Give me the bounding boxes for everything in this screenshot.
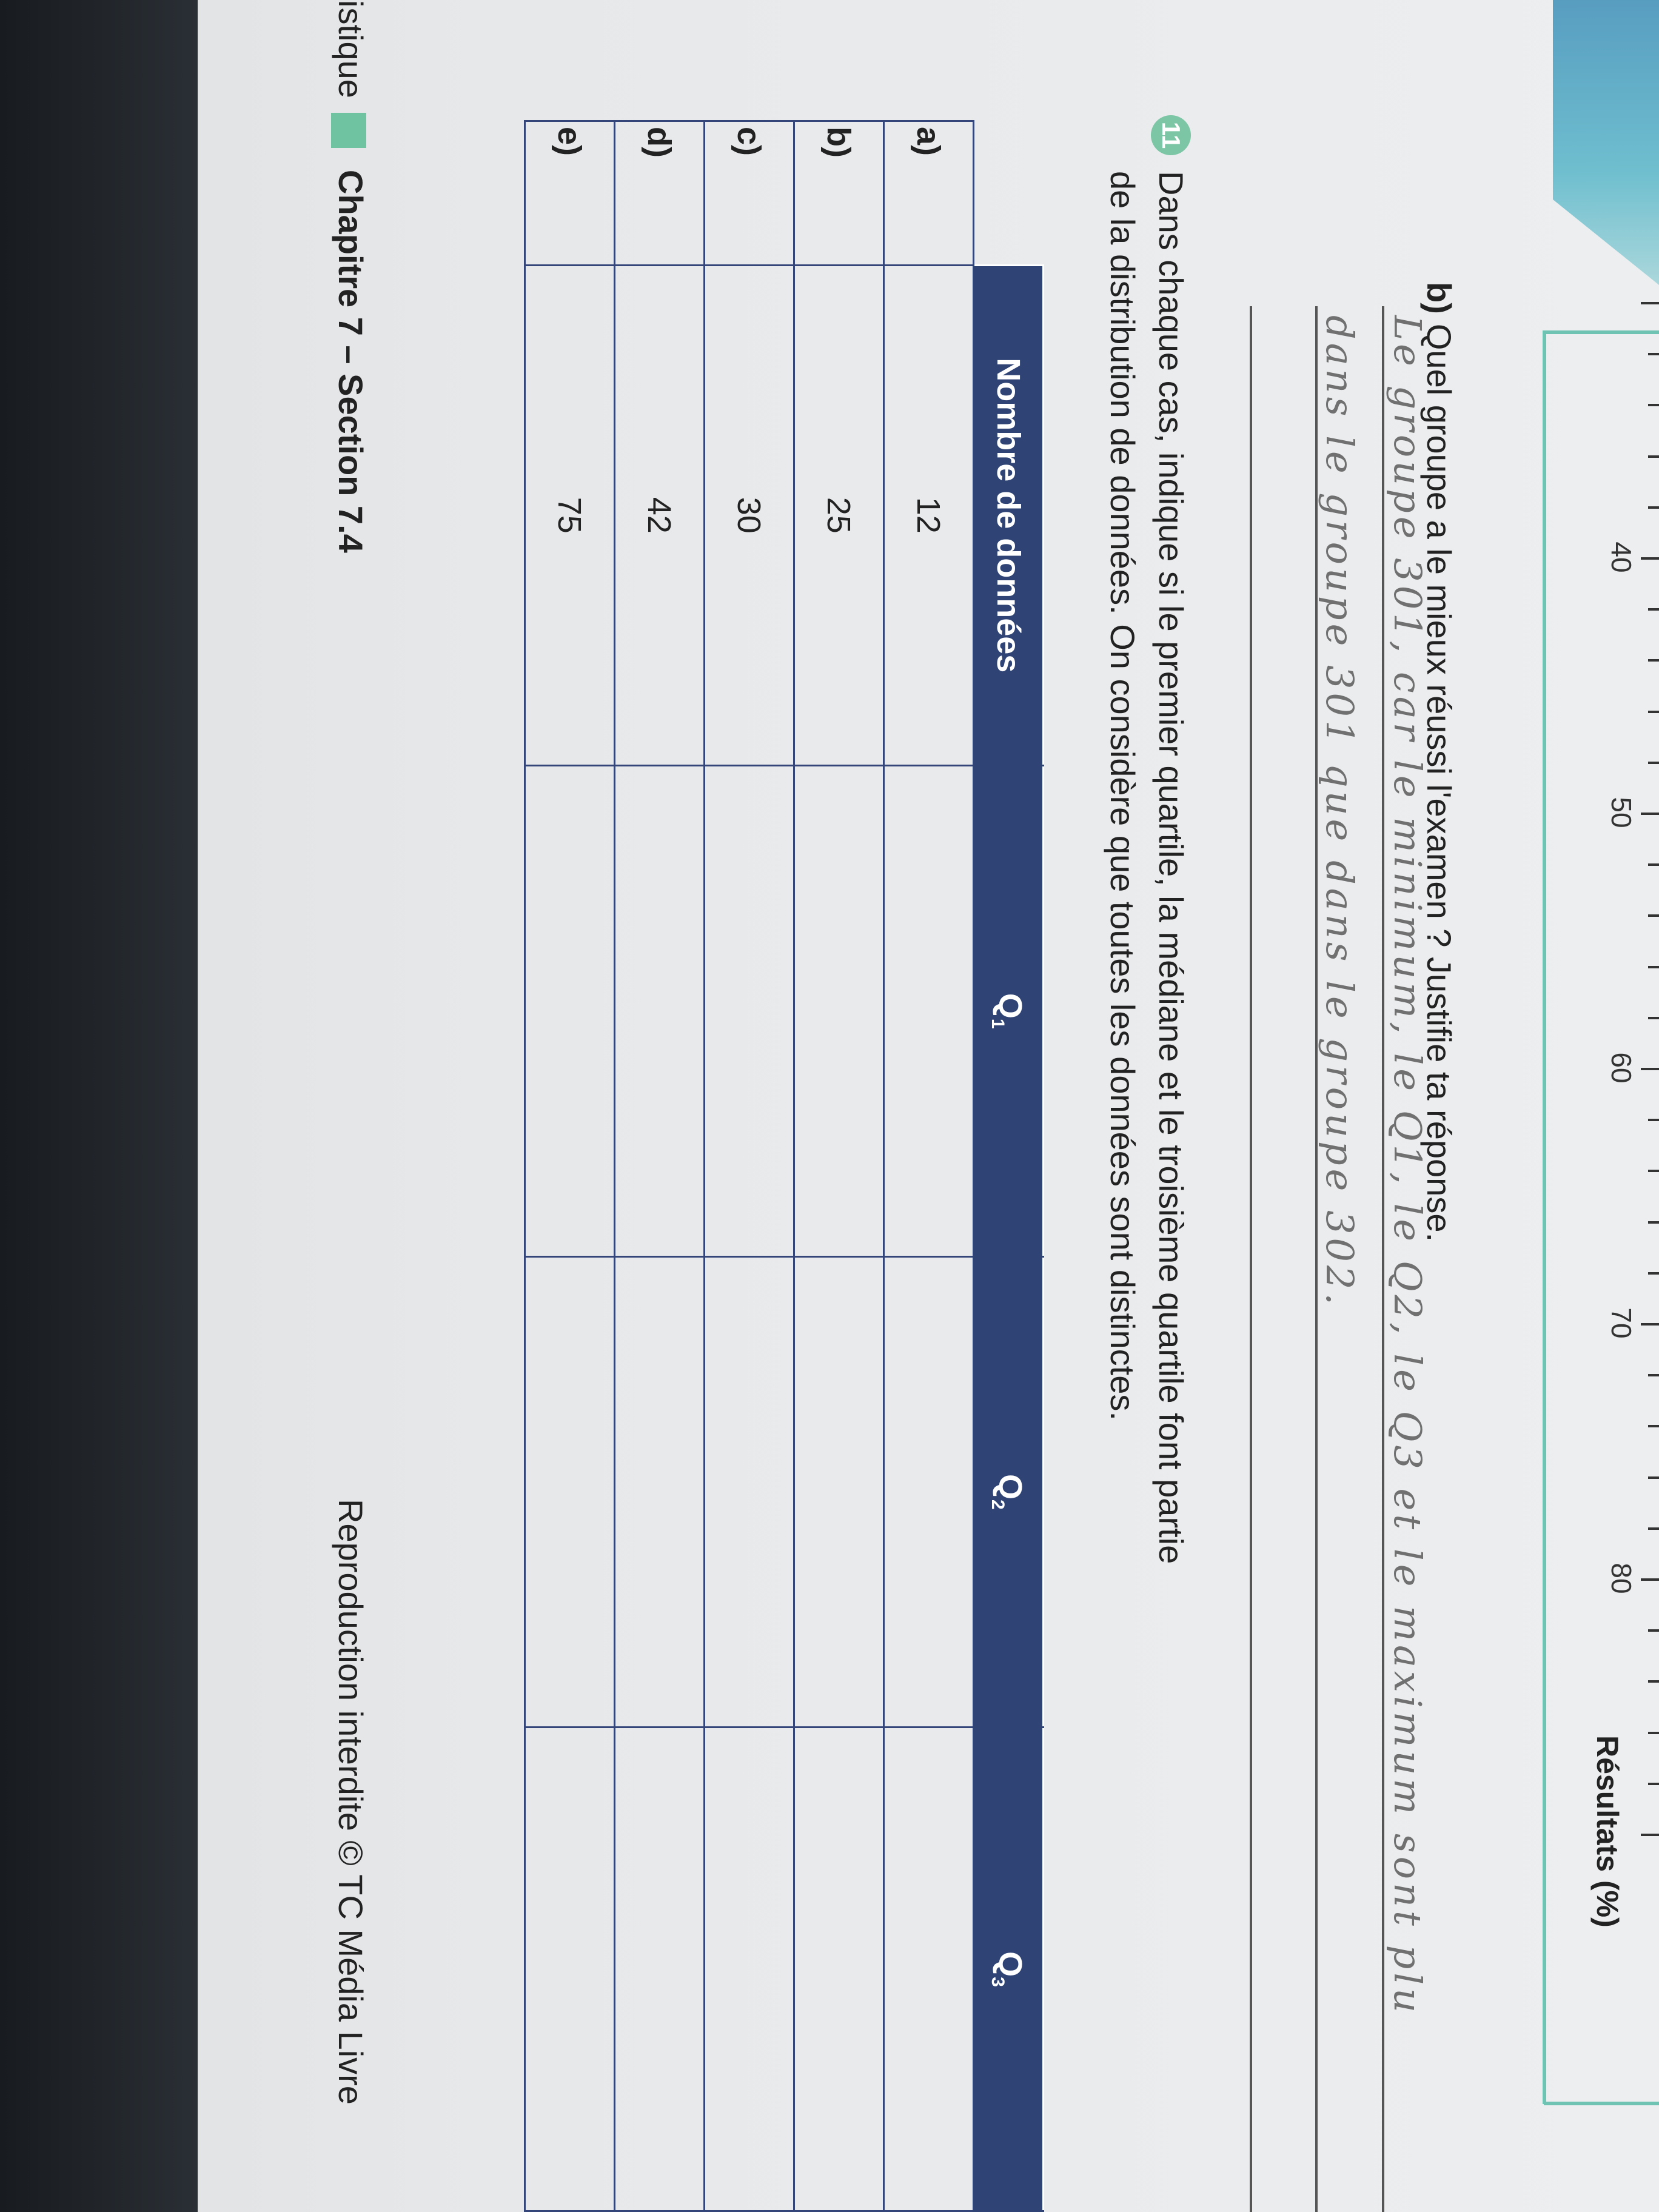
axis-tick-label: 60	[1606, 1052, 1637, 1084]
row-label: a)	[883, 121, 974, 266]
answer-line[interactable]	[1315, 306, 1318, 2212]
frame-border	[1544, 2102, 1659, 2105]
axis-tick	[1641, 557, 1659, 560]
q3-answer-cell[interactable]	[794, 1727, 884, 2211]
axis-tick	[1648, 965, 1659, 968]
axis-tick	[1648, 1374, 1659, 1377]
axis-tick	[1648, 710, 1659, 713]
q1-answer-cell[interactable]	[794, 765, 884, 1257]
q3-answer-cell[interactable]	[614, 1727, 705, 2211]
axis-tick-label: 70	[1606, 1307, 1637, 1339]
handwritten-answer-line-2: dans le groupe 301 que dans le groupe 30…	[1318, 315, 1362, 1309]
axis-tick	[1648, 1680, 1659, 1683]
footer-fragment: istique	[332, 0, 370, 98]
background-surface	[0, 0, 198, 2212]
exercise-number-badge: 11	[1151, 115, 1191, 155]
axis-tick	[1648, 1731, 1659, 1734]
q1-answer-cell[interactable]	[614, 765, 705, 1257]
axis-tick	[1648, 659, 1659, 662]
footer-chapter: Chapitre 7 – Section 7.4	[332, 170, 370, 553]
q2-answer-cell[interactable]	[883, 1256, 974, 1728]
q2-answer-cell[interactable]	[794, 1256, 884, 1728]
q1-answer-cell[interactable]	[525, 765, 615, 1257]
axis-tick	[1648, 455, 1659, 458]
table-row: c) 30	[704, 121, 794, 2211]
axis-tick	[1648, 761, 1659, 764]
table-row: d) 42	[614, 121, 705, 2211]
axis-tick	[1641, 1068, 1659, 1070]
data-count: 75	[525, 265, 615, 766]
header-count: Nombre de données	[973, 265, 1044, 766]
table-row: a) 12	[883, 121, 974, 2211]
row-label: b)	[794, 121, 884, 266]
q2-answer-cell[interactable]	[525, 1256, 615, 1728]
table-row: e) 75	[525, 121, 615, 2211]
footer-copyright: Reproduction interdite © TC Média Livre	[332, 1499, 370, 2105]
axis-tick	[1648, 1016, 1659, 1019]
header-sub: 3	[988, 1977, 1008, 1987]
axis-tick	[1641, 302, 1659, 304]
q1-answer-cell[interactable]	[704, 765, 794, 1257]
data-count: 12	[883, 265, 974, 766]
data-count: 25	[794, 265, 884, 766]
table-row: b) 25	[794, 121, 884, 2211]
header-sub: 1	[988, 1018, 1008, 1029]
handwritten-answer-line-1: Le groupe 301, car le minimum, le Q1, le…	[1386, 315, 1430, 2017]
axis-tick	[1648, 404, 1659, 407]
q1-answer-cell[interactable]	[883, 765, 974, 1257]
question-label: b)	[1420, 282, 1458, 314]
header-text: Q	[992, 993, 1029, 1019]
axis-tick	[1641, 1323, 1659, 1326]
header-text: Q	[992, 1951, 1029, 1977]
q3-answer-cell[interactable]	[525, 1727, 615, 2211]
instruction-line-2: de la distribution de données. On consid…	[1104, 171, 1142, 1421]
axis-tick	[1648, 608, 1659, 611]
frame-border	[1544, 330, 1659, 334]
axis-title: Résultats (%)	[1590, 1735, 1624, 1928]
q2-answer-cell[interactable]	[614, 1256, 705, 1728]
data-count: 42	[614, 265, 705, 766]
axis-tick	[1648, 914, 1659, 917]
q3-answer-cell[interactable]	[883, 1727, 974, 2211]
quartile-table: Nombre de données Q1 Q2 Q3 a) 12 b) 25 c) 30 d…	[524, 120, 1044, 2212]
axis-tick	[1648, 1629, 1659, 1632]
axis-tick	[1648, 1782, 1659, 1785]
axis-tick	[1648, 1425, 1659, 1428]
q2-answer-cell[interactable]	[704, 1256, 794, 1728]
answer-line[interactable]	[1382, 306, 1384, 2212]
answer-line[interactable]	[1250, 306, 1252, 2212]
axis-tick	[1648, 353, 1659, 356]
axis-tick	[1648, 1476, 1659, 1479]
frame-border	[1543, 330, 1546, 2104]
instruction-line-1: Dans chaque cas, indique si le premier q…	[1152, 171, 1190, 1564]
row-label: e)	[525, 121, 615, 266]
row-label: d)	[614, 121, 705, 266]
header-q1: Q1	[973, 765, 1044, 1257]
axis-tick-label: 80	[1606, 1563, 1637, 1594]
table-header-row: Nombre de données Q1 Q2 Q3	[973, 121, 1044, 2211]
axis-tick-label: 50	[1606, 797, 1637, 828]
chapter-marker	[331, 113, 366, 148]
header-q3: Q3	[973, 1727, 1044, 2211]
header-blank	[974, 121, 1044, 266]
axis-tick	[1648, 1272, 1659, 1275]
decorative-banner	[1553, 0, 1659, 285]
header-sub: 2	[988, 1499, 1008, 1510]
axis-tick	[1641, 1578, 1659, 1581]
q3-answer-cell[interactable]	[704, 1727, 794, 2211]
axis-tick	[1648, 863, 1659, 866]
axis-tick	[1641, 1834, 1659, 1836]
header-q2: Q2	[973, 1256, 1044, 1728]
axis-tick	[1648, 1527, 1659, 1530]
axis-tick	[1648, 1119, 1659, 1122]
axis-tick	[1648, 1221, 1659, 1224]
axis-tick	[1648, 506, 1659, 509]
header-text: Q	[992, 1473, 1029, 1500]
row-label: c)	[704, 121, 794, 266]
axis-tick-label: 40	[1606, 541, 1637, 573]
data-count: 30	[704, 265, 794, 766]
axis-tick	[1641, 813, 1659, 815]
axis-tick	[1648, 1170, 1659, 1173]
